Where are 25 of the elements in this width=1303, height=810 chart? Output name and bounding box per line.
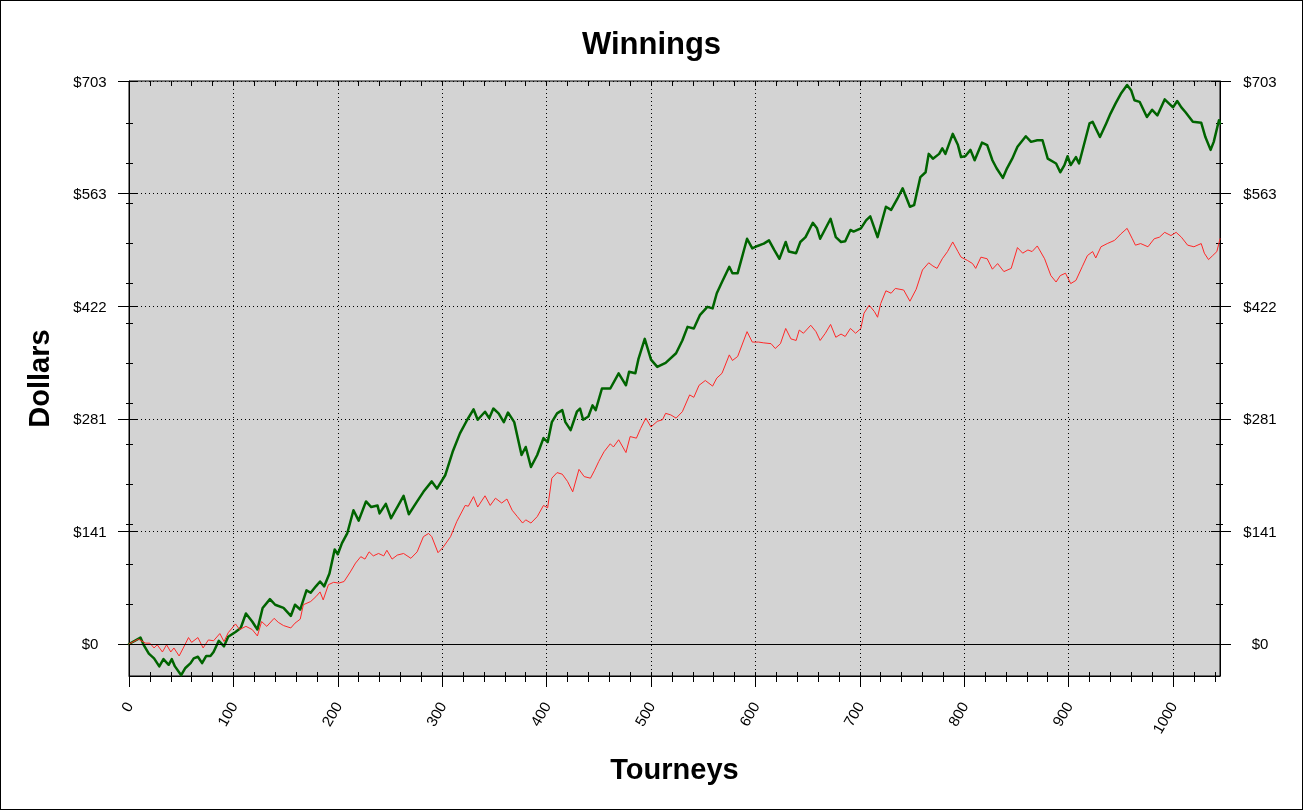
y-tick-label: $141 xyxy=(73,522,107,540)
x-tick-label: 400 xyxy=(526,698,554,729)
y2-tick-label: $422 xyxy=(1243,297,1277,315)
x-axis-title: Tourneys xyxy=(610,752,739,785)
y-tick-label: $281 xyxy=(73,410,107,428)
x-tick-label: 100 xyxy=(213,698,241,729)
y2-tick-label: $141 xyxy=(1243,522,1277,540)
y-axis-title: Dollars xyxy=(22,329,55,428)
x-tick-label: 700 xyxy=(839,698,868,729)
y2-tick-label: $0 xyxy=(1251,635,1269,653)
x-tick-label: 800 xyxy=(944,698,972,729)
x-tick-label: 500 xyxy=(631,698,659,729)
y-tick-label: $703 xyxy=(73,72,107,90)
x-tick-label: 900 xyxy=(1048,698,1076,729)
x-tick-label: 0 xyxy=(117,698,137,715)
y-tick-label: $563 xyxy=(73,184,107,202)
chart-title: Winnings xyxy=(581,26,722,61)
y2-tick-label: $281 xyxy=(1243,410,1277,428)
y2-tick-label: $703 xyxy=(1243,72,1277,90)
y-tick-label: $422 xyxy=(73,297,107,315)
x-tick-label: 300 xyxy=(422,698,450,729)
y-tick-label: $0 xyxy=(81,635,99,653)
x-tick-label: 600 xyxy=(735,698,763,729)
x-tick-label: 200 xyxy=(317,698,346,729)
y2-tick-label: $563 xyxy=(1243,184,1277,202)
